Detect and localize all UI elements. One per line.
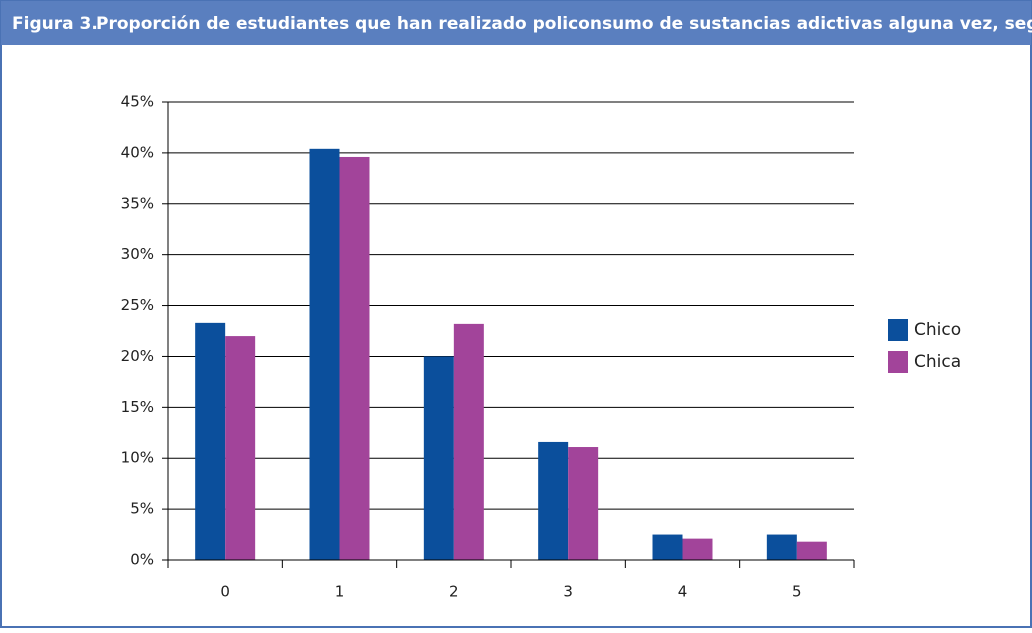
bar: [538, 441, 569, 560]
bar: [568, 447, 599, 560]
figure-label: Figura 3.: [12, 14, 98, 34]
bar: [225, 336, 256, 560]
legend-label: Chico: [914, 320, 961, 340]
bar: [796, 541, 827, 560]
y-tick-label: 0%: [130, 551, 154, 569]
y-tick-label: 15%: [121, 398, 154, 416]
y-tick-label: 35%: [121, 194, 154, 212]
bar: [652, 534, 683, 560]
y-tick-label: 45%: [121, 93, 154, 111]
bar: [195, 322, 226, 560]
x-tick-label: 5: [792, 583, 802, 601]
bar: [453, 323, 484, 560]
y-tick-label: 40%: [121, 143, 154, 161]
y-tick-label: 20%: [121, 347, 154, 365]
legend-label: Chica: [914, 352, 961, 372]
legend-swatch: [888, 319, 908, 341]
legend-swatch: [888, 351, 908, 373]
x-tick-label: 3: [563, 583, 573, 601]
bar: [766, 534, 797, 560]
y-tick-label: 10%: [121, 449, 154, 467]
bar: [339, 156, 370, 560]
x-tick-label: 2: [449, 583, 459, 601]
y-tick-label: 5%: [130, 500, 154, 518]
y-tick-label: 25%: [121, 296, 154, 314]
bar: [309, 148, 340, 560]
x-tick-label: 4: [678, 583, 688, 601]
bar: [682, 538, 713, 560]
x-tick-label: 0: [220, 583, 230, 601]
chart-title: Proporción de estudiantes que han realiz…: [96, 14, 1032, 34]
header-bar: [1, 1, 1031, 45]
y-tick-label: 30%: [121, 245, 154, 263]
bar: [423, 356, 454, 560]
x-tick-label: 1: [335, 583, 345, 601]
